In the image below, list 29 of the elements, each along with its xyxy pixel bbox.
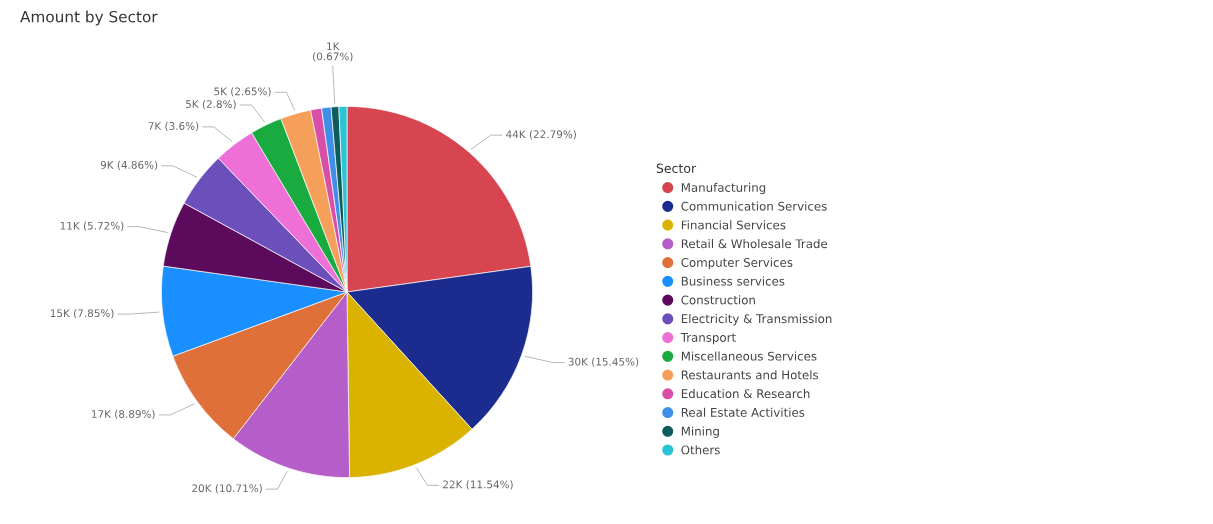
- legend-label: Financial Services: [681, 220, 786, 230]
- data-label: 15K (7.85%): [50, 309, 114, 319]
- data-label: 5K (2.65%): [214, 87, 271, 97]
- data-label: 1K (0.67%): [313, 42, 353, 62]
- data-label: 11K (5.72%): [60, 221, 124, 231]
- legend-label: Electricity & Transmission: [681, 314, 832, 326]
- data-label: 17K (8.89%): [92, 409, 155, 420]
- data-label: 20K (10.71%): [192, 484, 262, 494]
- legend-label: Miscellaneous Services: [681, 351, 817, 361]
- data-label: 5K (2.8%): [185, 99, 236, 110]
- chart-title: Amount by Sector: [20, 10, 158, 26]
- legend-title: Sector: [656, 163, 697, 174]
- legend-label: Retail & Wholesale Trade: [681, 239, 828, 249]
- legend-label: Communication Services: [681, 201, 827, 211]
- legend-label: Construction: [681, 295, 755, 305]
- legend-label: Transport: [680, 333, 736, 345]
- legend-label: Business services: [681, 276, 785, 286]
- data-label: 9K (4.86%): [100, 160, 158, 171]
- data-label: 44K (22.79%): [506, 130, 576, 140]
- legend-label: Mining: [681, 426, 719, 438]
- data-label: 30K (15.45%): [568, 357, 639, 367]
- legend-label: Computer Services: [681, 257, 793, 270]
- legend-label: Education & Research: [681, 388, 810, 399]
- legend-label: Others: [681, 445, 720, 455]
- legend-label: Restaurants and Hotels: [681, 370, 819, 380]
- data-label: 22K (11.54%): [443, 480, 513, 490]
- legend-label: Real Estate Activities: [681, 407, 805, 417]
- legend-label: Manufacturing: [681, 182, 766, 195]
- data-label: 7K (3.6%): [148, 121, 199, 132]
